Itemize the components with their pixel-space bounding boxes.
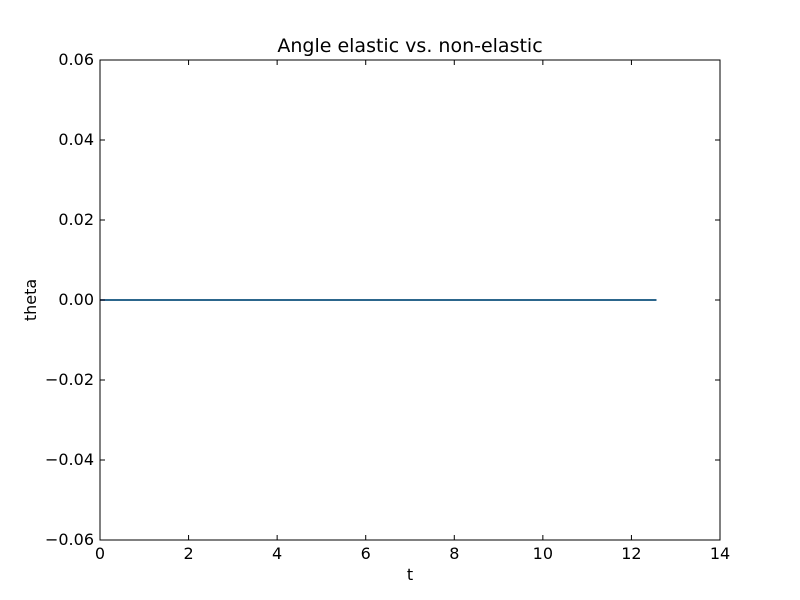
x-tick-label: 6 [361, 544, 371, 563]
x-tick-label: 8 [449, 544, 459, 563]
x-tick-labels: 0 2 4 6 8 10 12 14 [95, 544, 730, 563]
x-tick-label: 14 [710, 544, 730, 563]
x-tick-label: 12 [621, 544, 641, 563]
x-axis-label: t [407, 565, 413, 584]
x-tick-label: 4 [272, 544, 282, 563]
axes-frame [99, 59, 721, 541]
y-tick-label: 0.02 [58, 210, 94, 229]
y-tick-label: −0.04 [45, 450, 94, 469]
y-tick-labels: −0.06 −0.04 −0.02 0.00 0.02 0.04 0.06 [45, 50, 94, 549]
y-tick-label: 0.04 [58, 130, 94, 149]
x-tick-label: 2 [183, 544, 193, 563]
y-tick-label: 0.00 [58, 290, 94, 309]
y-axis-label: theta [21, 279, 40, 321]
y-tick-label: −0.06 [45, 530, 94, 549]
x-tick-label: 10 [533, 544, 553, 563]
y-tick-label: −0.02 [45, 370, 94, 389]
x-tick-label: 0 [95, 544, 105, 563]
y-tick-label: 0.06 [58, 50, 94, 69]
chart-title: Angle elastic vs. non-elastic [277, 35, 542, 57]
